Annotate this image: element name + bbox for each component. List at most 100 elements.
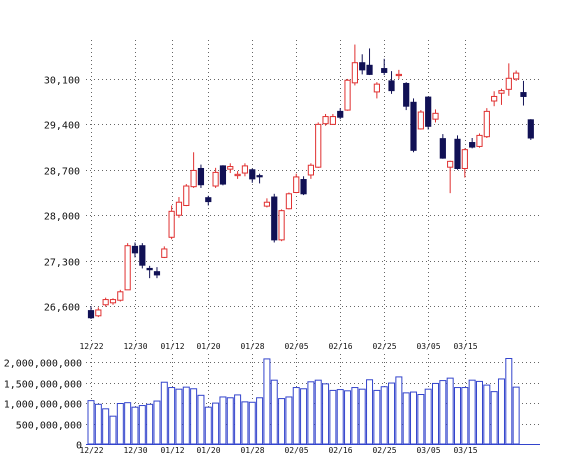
volume-bar <box>138 405 146 445</box>
candle-down <box>256 173 263 184</box>
volume-bar <box>314 379 322 445</box>
volume-bar <box>256 397 264 445</box>
price-y-tick-label: 29,400 <box>44 121 80 132</box>
volume-bar <box>204 406 212 445</box>
volume-bar <box>292 387 300 445</box>
candle-up <box>95 307 102 318</box>
volume-y-tick-label: 1,000,000,000 <box>4 400 82 411</box>
volume-x-tick-label: 01/12 <box>160 446 184 455</box>
volume-bar <box>307 381 315 445</box>
candle-down <box>153 267 161 279</box>
price-x-tick-label: 02/05 <box>284 342 308 351</box>
candle-down <box>139 243 146 269</box>
price-x-tick-label: 03/15 <box>453 342 477 351</box>
volume-bar <box>439 380 447 445</box>
candle-up <box>417 110 424 130</box>
candle-up <box>102 297 109 307</box>
volume-bar <box>380 386 388 445</box>
candle-up <box>175 197 183 218</box>
volume-y-tick-label: 500,000,000 <box>16 421 82 432</box>
volume-bar <box>87 400 95 445</box>
volume-x-tick-label: 02/25 <box>372 446 396 455</box>
candle-up <box>351 44 358 86</box>
candle-down <box>131 242 139 258</box>
volume-bar <box>395 376 403 445</box>
candle-up <box>307 163 314 179</box>
volume-bar <box>190 388 198 445</box>
volume-x-axis: 12/22 12/30 01/12 01/20 01/28 02/05 02/16 02/25… <box>79 446 477 455</box>
candle-down <box>359 54 366 75</box>
price-x-axis: 12/22 12/30 01/12 01/20 01/28 02/05 02/16 02/25… <box>79 342 477 351</box>
volume-x-tick-label: 02/05 <box>284 446 308 455</box>
price-x-tick-label: 01/12 <box>160 342 184 351</box>
volume-bar <box>468 379 476 445</box>
volume-y-tick-label: 1,500,000,000 <box>4 380 82 391</box>
volume-x-tick-label: 01/20 <box>196 446 220 455</box>
volume-bar <box>329 389 337 445</box>
volume-bar <box>344 390 352 445</box>
candle-up <box>234 171 241 179</box>
candle-up <box>505 63 512 96</box>
volume-x-tick-label: 12/22 <box>79 446 103 455</box>
volume-x-tick-label: 12/30 <box>123 446 147 455</box>
candle-up <box>476 133 483 148</box>
price-x-tick-label: 02/16 <box>328 342 352 351</box>
candle-up <box>293 173 300 194</box>
volume-bar <box>102 408 110 445</box>
candle-down <box>300 176 307 196</box>
volume-bar <box>285 396 293 445</box>
volume-bar <box>446 377 454 445</box>
candle-up <box>432 109 439 123</box>
candle-down <box>205 195 212 206</box>
candle-down <box>337 108 344 120</box>
volume-y-axis: 0 500,000,000 1,000,000,000 1,500,000,000 2,… <box>4 359 82 452</box>
candle-down <box>425 96 432 130</box>
volume-bar <box>454 387 461 445</box>
volume-x-tick-label: 03/05 <box>416 446 440 455</box>
price-y-tick-label: 28,000 <box>44 212 80 223</box>
candle-up <box>161 246 168 259</box>
volume-bar <box>512 386 520 445</box>
candle-up <box>315 122 322 168</box>
candle-up <box>183 184 190 207</box>
candle-up <box>373 82 380 99</box>
price-y-tick-label: 28,700 <box>44 167 80 178</box>
candle-up <box>322 113 329 126</box>
volume-bar <box>270 379 278 445</box>
candle-up <box>124 243 131 291</box>
candle-up <box>395 69 402 79</box>
volume-y-tick-label: 2,000,000,000 <box>4 359 82 370</box>
volume-bar <box>241 401 249 445</box>
volume-bar <box>116 403 124 445</box>
volume-bar <box>417 394 425 445</box>
volume-bar <box>248 401 256 445</box>
volume-bar <box>388 382 396 445</box>
candle-down <box>469 137 476 149</box>
volume-bar <box>234 394 242 445</box>
candle-up <box>513 70 520 81</box>
price-x-tick-label: 01/28 <box>240 342 264 351</box>
volume-bar <box>366 379 374 445</box>
volume-bar <box>373 389 381 445</box>
candle-down <box>249 168 256 183</box>
price-x-tick-label: 12/30 <box>123 342 147 351</box>
volume-bar <box>182 386 190 445</box>
candle-down <box>388 71 395 94</box>
candle-down <box>219 165 227 186</box>
candle-up <box>190 152 197 188</box>
volume-bar <box>461 387 469 445</box>
price-y-tick-label: 27,300 <box>44 258 80 269</box>
volume-bar <box>475 380 483 445</box>
volume-bar <box>226 397 234 445</box>
candle-down <box>403 82 410 111</box>
candle-up <box>491 91 498 107</box>
candle-up <box>285 192 293 210</box>
volume-bar <box>175 388 183 445</box>
volume-bar <box>219 396 227 445</box>
volume-x-tick-label: 02/16 <box>328 446 352 455</box>
candle-up <box>227 163 234 174</box>
candle-up <box>447 160 454 194</box>
candle-up <box>278 209 285 242</box>
candle-up <box>168 205 175 240</box>
